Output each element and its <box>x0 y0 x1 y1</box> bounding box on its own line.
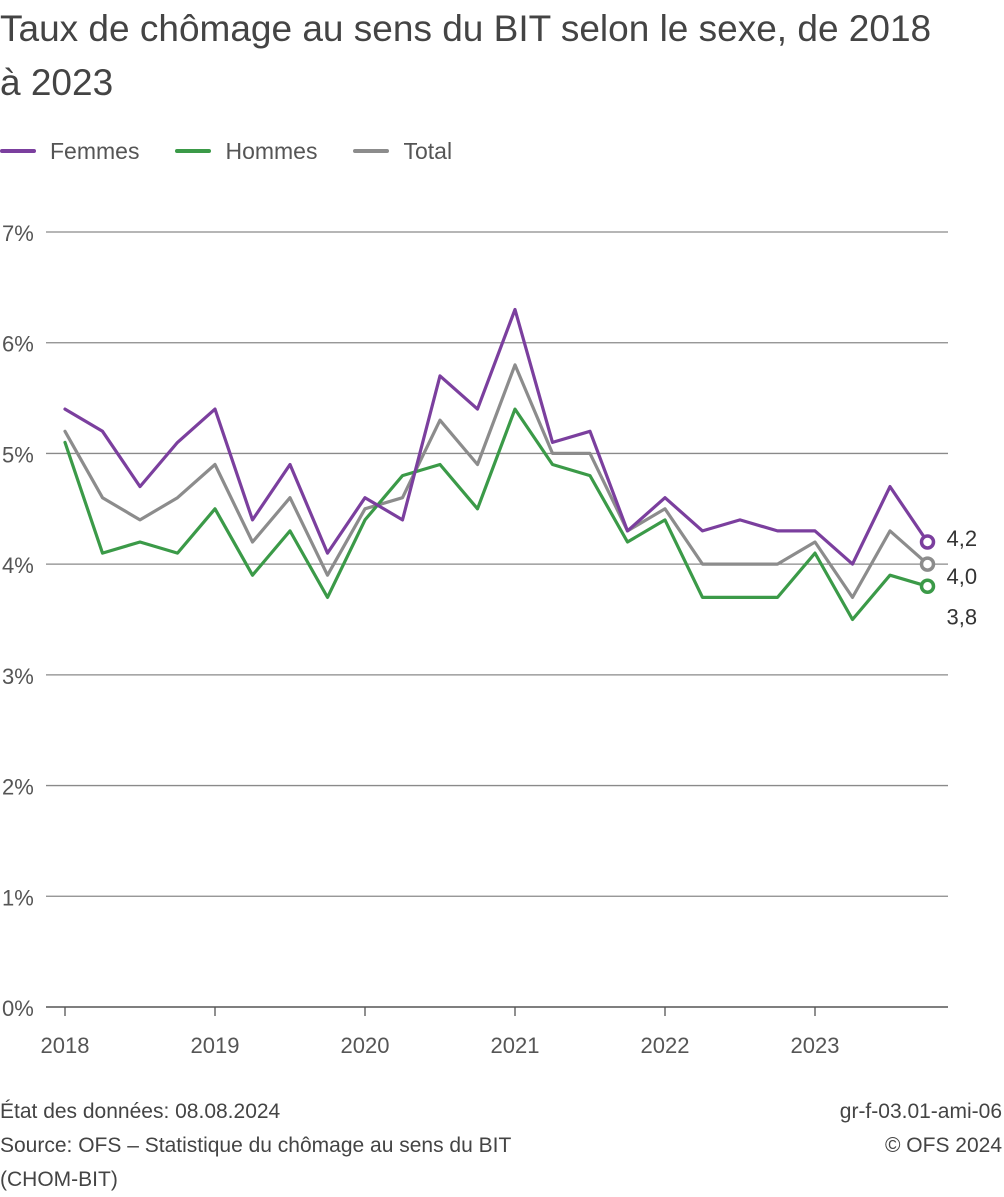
x-tick-label: 2019 <box>191 1033 240 1058</box>
footer-meta: gr-f-03.01-ami-06 © OFS 2024 <box>840 1095 1002 1163</box>
end-label-femmes: 4,2 <box>947 526 978 551</box>
legend-label-hommes: Hommes <box>225 137 318 164</box>
series-line-femmes <box>63 307 930 566</box>
legend-swatch-total <box>353 149 390 153</box>
legend-swatch-hommes <box>175 149 212 153</box>
legend-label-total: Total <box>403 137 453 164</box>
x-tick-label: 2020 <box>341 1033 390 1058</box>
legend-swatch-femmes <box>0 149 36 153</box>
end-marker-femmes <box>919 534 936 550</box>
y-tick-label: 3% <box>2 664 34 689</box>
y-tick-label: 5% <box>2 442 34 467</box>
end-label-hommes: 3,8 <box>947 604 978 629</box>
y-tick-label: 1% <box>2 885 34 910</box>
legend: Femmes Hommes Total <box>0 135 488 167</box>
source-line: Source: OFS – Statistique du chômage au … <box>0 1134 512 1157</box>
source-line-continued: (CHOM-BIT) <box>0 1168 118 1191</box>
series-line-hommes <box>63 407 930 622</box>
copyright: © OFS 2024 <box>884 1134 1002 1157</box>
end-marker-total <box>919 556 936 572</box>
end-label-total: 4,0 <box>947 564 978 589</box>
x-tick-label: 2023 <box>791 1033 840 1058</box>
y-tick-label: 7% <box>2 221 34 246</box>
legend-item-hommes[interactable]: Hommes <box>175 138 317 165</box>
x-tick-label: 2021 <box>491 1033 540 1058</box>
legend-item-total[interactable]: Total <box>353 138 452 165</box>
y-tick-label: 2% <box>2 775 34 800</box>
series-line-total <box>63 363 930 599</box>
data-status: État des données: 08.08.2024 <box>0 1100 281 1123</box>
legend-item-femmes[interactable]: Femmes <box>0 138 139 165</box>
y-tick-label: 0% <box>2 996 34 1021</box>
x-tick-label: 2018 <box>41 1033 90 1058</box>
legend-label-femmes: Femmes <box>50 137 140 164</box>
y-tick-label: 6% <box>2 332 34 357</box>
end-marker-hommes <box>919 578 936 595</box>
y-tick-label: 4% <box>2 553 34 578</box>
footer-notes: État des données: 08.08.2024 Source: OFS… <box>0 1095 511 1197</box>
line-chart: 0% 1% 2% 3% 4% 5% 6% 7% 2018 2019 2020 2021 2022 2023… <box>2 221 978 1058</box>
x-tick-label: 2022 <box>641 1033 690 1058</box>
chart-code: gr-f-03.01-ami-06 <box>839 1100 1002 1123</box>
chart-title: Taux de chômage au sens du BIT selon le … <box>0 8 932 103</box>
